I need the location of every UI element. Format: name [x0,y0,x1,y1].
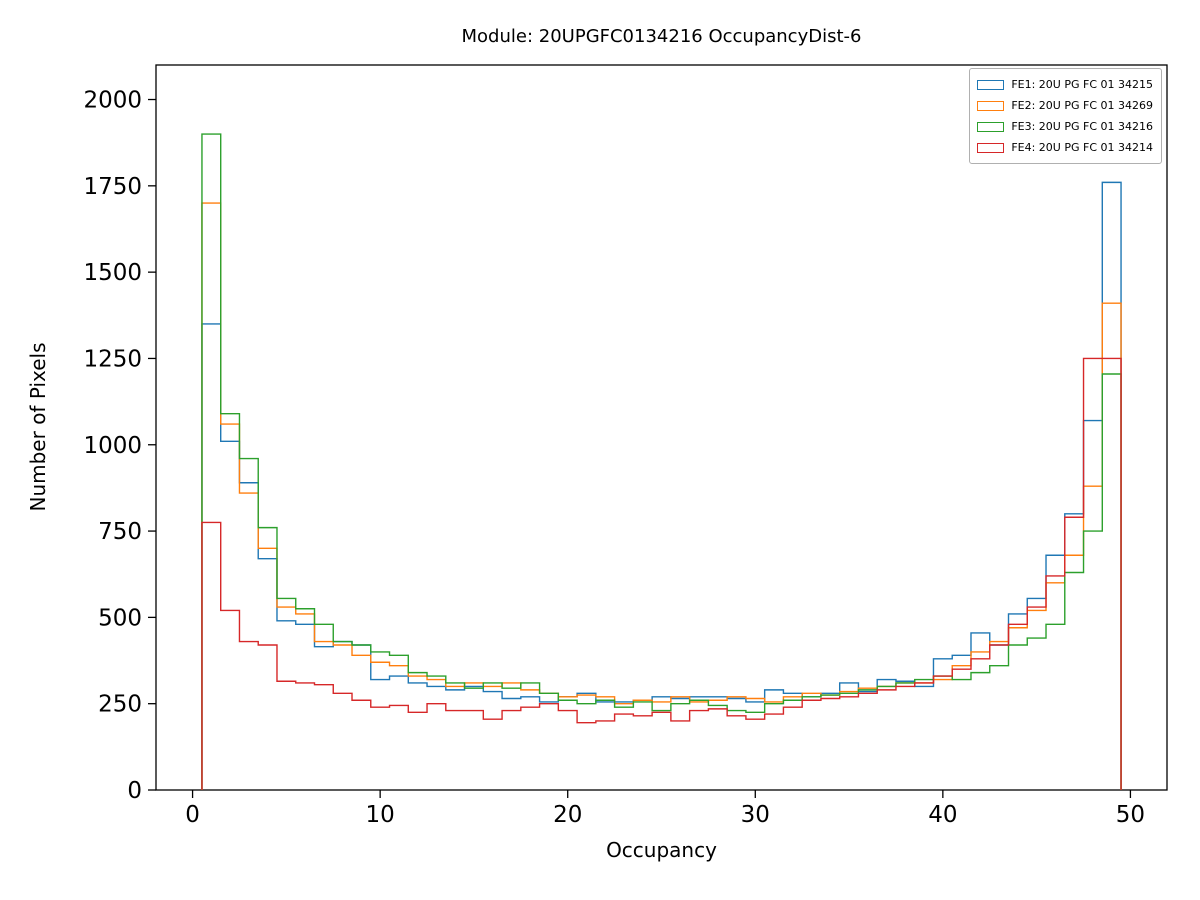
legend-label-fe4: FE4: 20U PG FC 01 34214 [1011,141,1153,154]
legend-item-fe1: FE1: 20U PG FC 01 34215 [977,74,1153,95]
svg-text:20: 20 [553,802,582,828]
legend: FE1: 20U PG FC 01 34215 FE2: 20U PG FC 0… [969,68,1162,164]
x-axis-label: Occupancy [606,838,717,862]
legend-swatch-fe3 [977,121,1005,132]
series-fe3-line [201,133,1122,790]
svg-text:0: 0 [127,778,142,804]
legend-item-fe2: FE2: 20U PG FC 01 34269 [977,95,1153,116]
svg-text:1750: 1750 [83,174,142,200]
legend-item-fe3: FE3: 20U PG FC 01 34216 [977,116,1153,137]
svg-text:30: 30 [741,802,770,828]
series-fe2-line [201,202,1122,790]
legend-label-fe1: FE1: 20U PG FC 01 34215 [1011,78,1153,91]
svg-text:750: 750 [98,519,142,545]
svg-text:0: 0 [185,802,200,828]
y-axis-label: Number of Pixels [26,342,50,512]
legend-label-fe3: FE3: 20U PG FC 01 34216 [1011,120,1153,133]
svg-text:2000: 2000 [83,88,142,114]
svg-text:50: 50 [1116,802,1145,828]
svg-text:1250: 1250 [83,346,142,372]
svg-text:1000: 1000 [83,433,142,459]
svg-text:250: 250 [98,692,142,718]
legend-swatch-fe4 [977,142,1005,153]
svg-text:10: 10 [366,802,395,828]
chart-title: Module: 20UPGFC0134216 OccupancyDist-6 [461,26,862,47]
legend-swatch-fe2 [977,100,1005,111]
legend-swatch-fe1 [977,79,1005,90]
svg-text:1500: 1500 [83,260,142,286]
legend-item-fe4: FE4: 20U PG FC 01 34214 [977,137,1153,158]
svg-text:500: 500 [98,605,142,631]
series-fe1-line [201,181,1122,790]
legend-label-fe2: FE2: 20U PG FC 01 34269 [1011,99,1153,112]
svg-text:40: 40 [928,802,957,828]
series-fe4-line [201,357,1122,790]
